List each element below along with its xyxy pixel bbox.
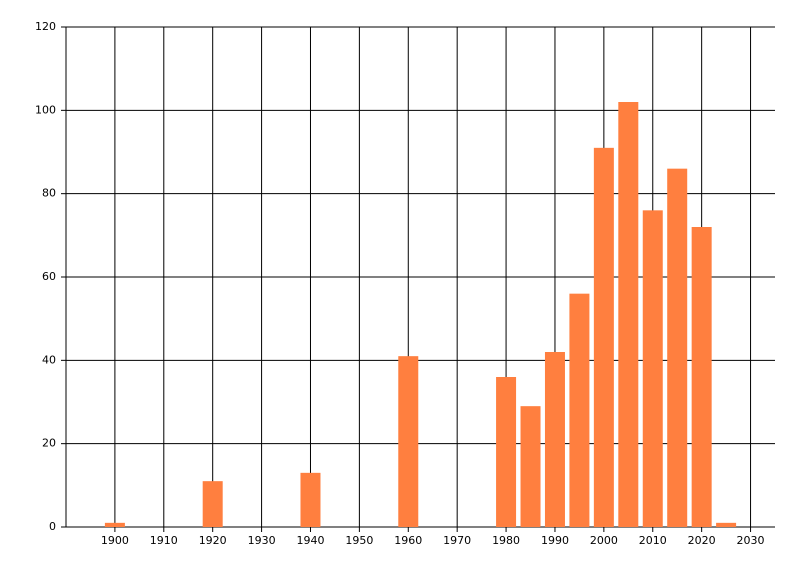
bar [520,406,541,527]
x-tick-label: 2010 [639,534,667,547]
bar [104,522,125,527]
bar [300,472,321,527]
x-tick-label: 1920 [199,534,227,547]
y-tick-label: 60 [42,270,56,283]
bar [618,102,639,527]
x-tick-label: 2030 [737,534,765,547]
bar [496,377,517,527]
y-tick-label: 20 [42,437,56,450]
y-tick-label: 80 [42,187,56,200]
x-tick-label: 2000 [590,534,618,547]
bar [691,227,712,527]
y-tick-label: 0 [49,520,56,533]
y-tick-label: 100 [35,103,56,116]
bar [667,168,688,527]
x-tick-label: 1990 [541,534,569,547]
y-tick-label: 120 [35,20,56,33]
bar [398,356,419,527]
x-tick-label: 1940 [296,534,324,547]
x-tick-label: 1900 [101,534,129,547]
x-tick-label: 1930 [248,534,276,547]
x-tick-label: 1950 [345,534,373,547]
x-tick-label: 2020 [688,534,716,547]
bar [544,352,565,527]
bar [593,147,614,528]
x-tick-label: 1970 [443,534,471,547]
y-tick-label: 40 [42,353,56,366]
bar [569,293,590,527]
bar [716,522,737,527]
x-tick-label: 1980 [492,534,520,547]
x-tick-label: 1960 [394,534,422,547]
bar [642,210,663,528]
x-tick-label: 1910 [150,534,178,547]
bar [202,481,223,527]
